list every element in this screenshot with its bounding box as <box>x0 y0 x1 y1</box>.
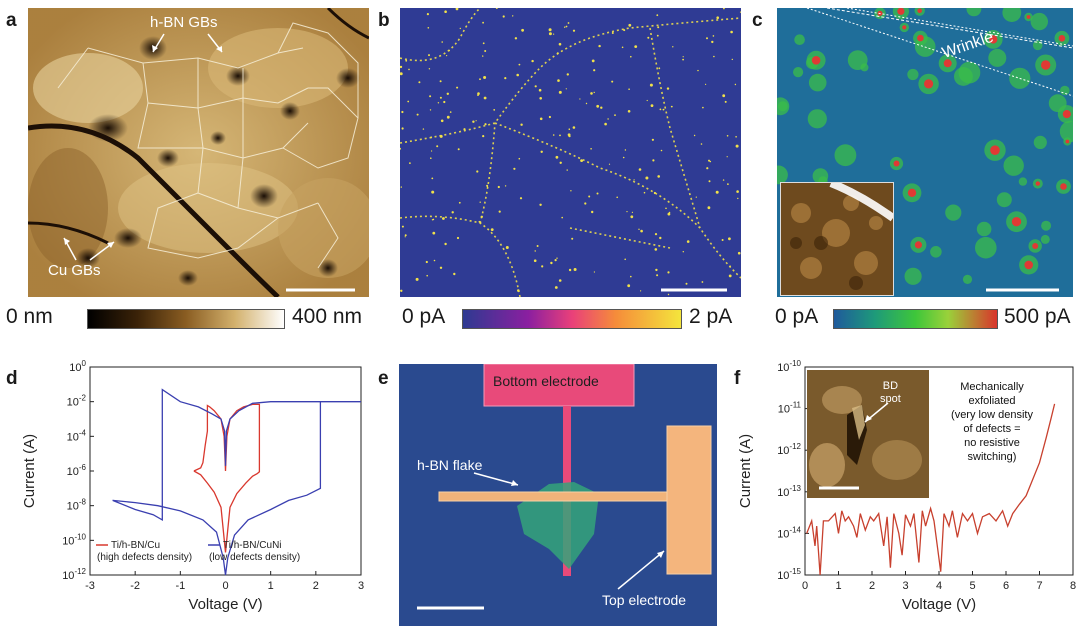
x-tick-label: 2 <box>869 580 875 592</box>
legend-label: Ti/h-BN/CuNi <box>223 540 282 551</box>
colorbar-c-min: 0 pA <box>775 305 819 328</box>
series-0 <box>806 403 1056 576</box>
x-tick-label: -2 <box>130 580 140 592</box>
x-axis-title: Voltage (V) <box>188 596 262 613</box>
note-line-3: (very low density <box>951 409 1033 421</box>
legend-sublabel: (high defects density) <box>97 552 192 563</box>
colorbar-b-max: 2 pA <box>689 305 733 328</box>
bd-spot-arrow <box>864 402 889 423</box>
y-tick-label: 10-10 <box>62 532 86 547</box>
y-tick-label: 100 <box>69 359 86 374</box>
legend-sublabel: (low defects density) <box>209 552 300 563</box>
panel-letter-a: a <box>6 10 17 31</box>
note-line-5: no resistive <box>964 437 1020 449</box>
y-tick-label: 10-12 <box>777 442 801 457</box>
x-tick-label: 0 <box>222 580 228 592</box>
note-line-1: Mechanically <box>960 381 1024 393</box>
x-tick-label: 1 <box>268 580 274 592</box>
x-tick-label: 1 <box>835 580 841 592</box>
x-tick-label: -1 <box>175 580 185 592</box>
y-tick-label: 10-14 <box>777 525 801 540</box>
colorbar-b <box>462 309 682 329</box>
y-tick-label: 10-13 <box>777 484 801 499</box>
colorbar-a-max: 400 nm <box>292 305 363 328</box>
bd-spot-label: BD spot <box>880 380 901 406</box>
hbn-gbs-arrows <box>152 33 223 53</box>
bottom-electrode-label: Bottom electrode <box>493 373 599 389</box>
hbn-gbs-label: h-BN GBs <box>150 14 218 31</box>
bd-spot-label-line1: BD <box>882 380 899 392</box>
panel-letter-b: b <box>378 10 390 31</box>
y-axis-title: Current (A) <box>737 434 754 508</box>
cu-gbs-label: Cu GBs <box>48 262 101 279</box>
x-tick-label: -3 <box>85 580 95 592</box>
bd-spot-label-line2: spot <box>880 393 901 405</box>
x-tick-label: 4 <box>936 580 942 592</box>
y-tick-label: 10-4 <box>67 428 87 443</box>
x-tick-label: 7 <box>1036 580 1042 592</box>
inset-bd-spot-image <box>807 370 929 498</box>
note-line-4: of defects = <box>963 423 1021 435</box>
x-tick-label: 3 <box>358 580 364 592</box>
y-tick-label: 10-8 <box>67 498 87 513</box>
inset-afm-c <box>780 182 894 296</box>
panel-letter-f: f <box>734 368 741 389</box>
panel-letter-d: d <box>6 368 18 389</box>
colorbar-a-min: 0 nm <box>6 305 53 328</box>
legend-label: Ti/h-BN/Cu <box>111 540 160 551</box>
x-axis-title: Voltage (V) <box>902 596 976 613</box>
note-line-2: exfoliated <box>968 395 1016 407</box>
current-map-b <box>400 8 741 297</box>
top-electrode-arrow <box>617 550 665 590</box>
x-tick-label: 5 <box>969 580 975 592</box>
x-tick-label: 2 <box>313 580 319 592</box>
x-tick-label: 3 <box>902 580 908 592</box>
colorbar-c <box>833 309 998 329</box>
colorbar-b-min: 0 pA <box>402 305 446 328</box>
series-ti-h-bn-cuni <box>112 388 361 576</box>
note-line-6: switching) <box>967 451 1017 463</box>
y-axis-title: Current (A) <box>21 434 38 508</box>
hbn-flake-arrow <box>473 472 519 486</box>
panel-letter-e: e <box>378 368 389 389</box>
x-tick-label: 6 <box>1003 580 1009 592</box>
colorbar-a <box>87 309 285 329</box>
y-tick-label: 10-6 <box>67 463 87 478</box>
series-ti-h-bn-cu <box>193 403 261 553</box>
y-tick-label: 10-10 <box>777 359 801 374</box>
y-tick-label: 10-12 <box>62 567 86 582</box>
y-tick-label: 10-2 <box>67 394 87 409</box>
afm-topography-image <box>28 8 369 297</box>
x-tick-label: 0 <box>802 580 808 592</box>
optical-device-image <box>399 364 717 626</box>
x-tick-label: 8 <box>1070 580 1076 592</box>
panel-letter-c: c <box>752 10 763 31</box>
y-tick-label: 10-11 <box>778 401 802 416</box>
y-tick-label: 10-15 <box>777 567 801 582</box>
colorbar-c-max: 500 pA <box>1004 305 1071 328</box>
top-electrode-label: Top electrode <box>602 592 687 608</box>
exfoliated-note: Mechanically exfoliated (very low densit… <box>933 380 1051 464</box>
cu-gbs-arrows <box>63 237 115 261</box>
chart-d-iv-curves: -3 -2 -1 0 1 2 3 100 10-2 10-4 10-6 10-8 10-10 10-12 V… <box>21 359 364 613</box>
chart-f-iv-curve: 0 1 2 3 4 5 6 7 8 10-10 10-11 10-12 10-13 10-14 10-15 V… <box>737 359 1076 613</box>
hbn-flake-label: h-BN flake <box>417 457 483 473</box>
